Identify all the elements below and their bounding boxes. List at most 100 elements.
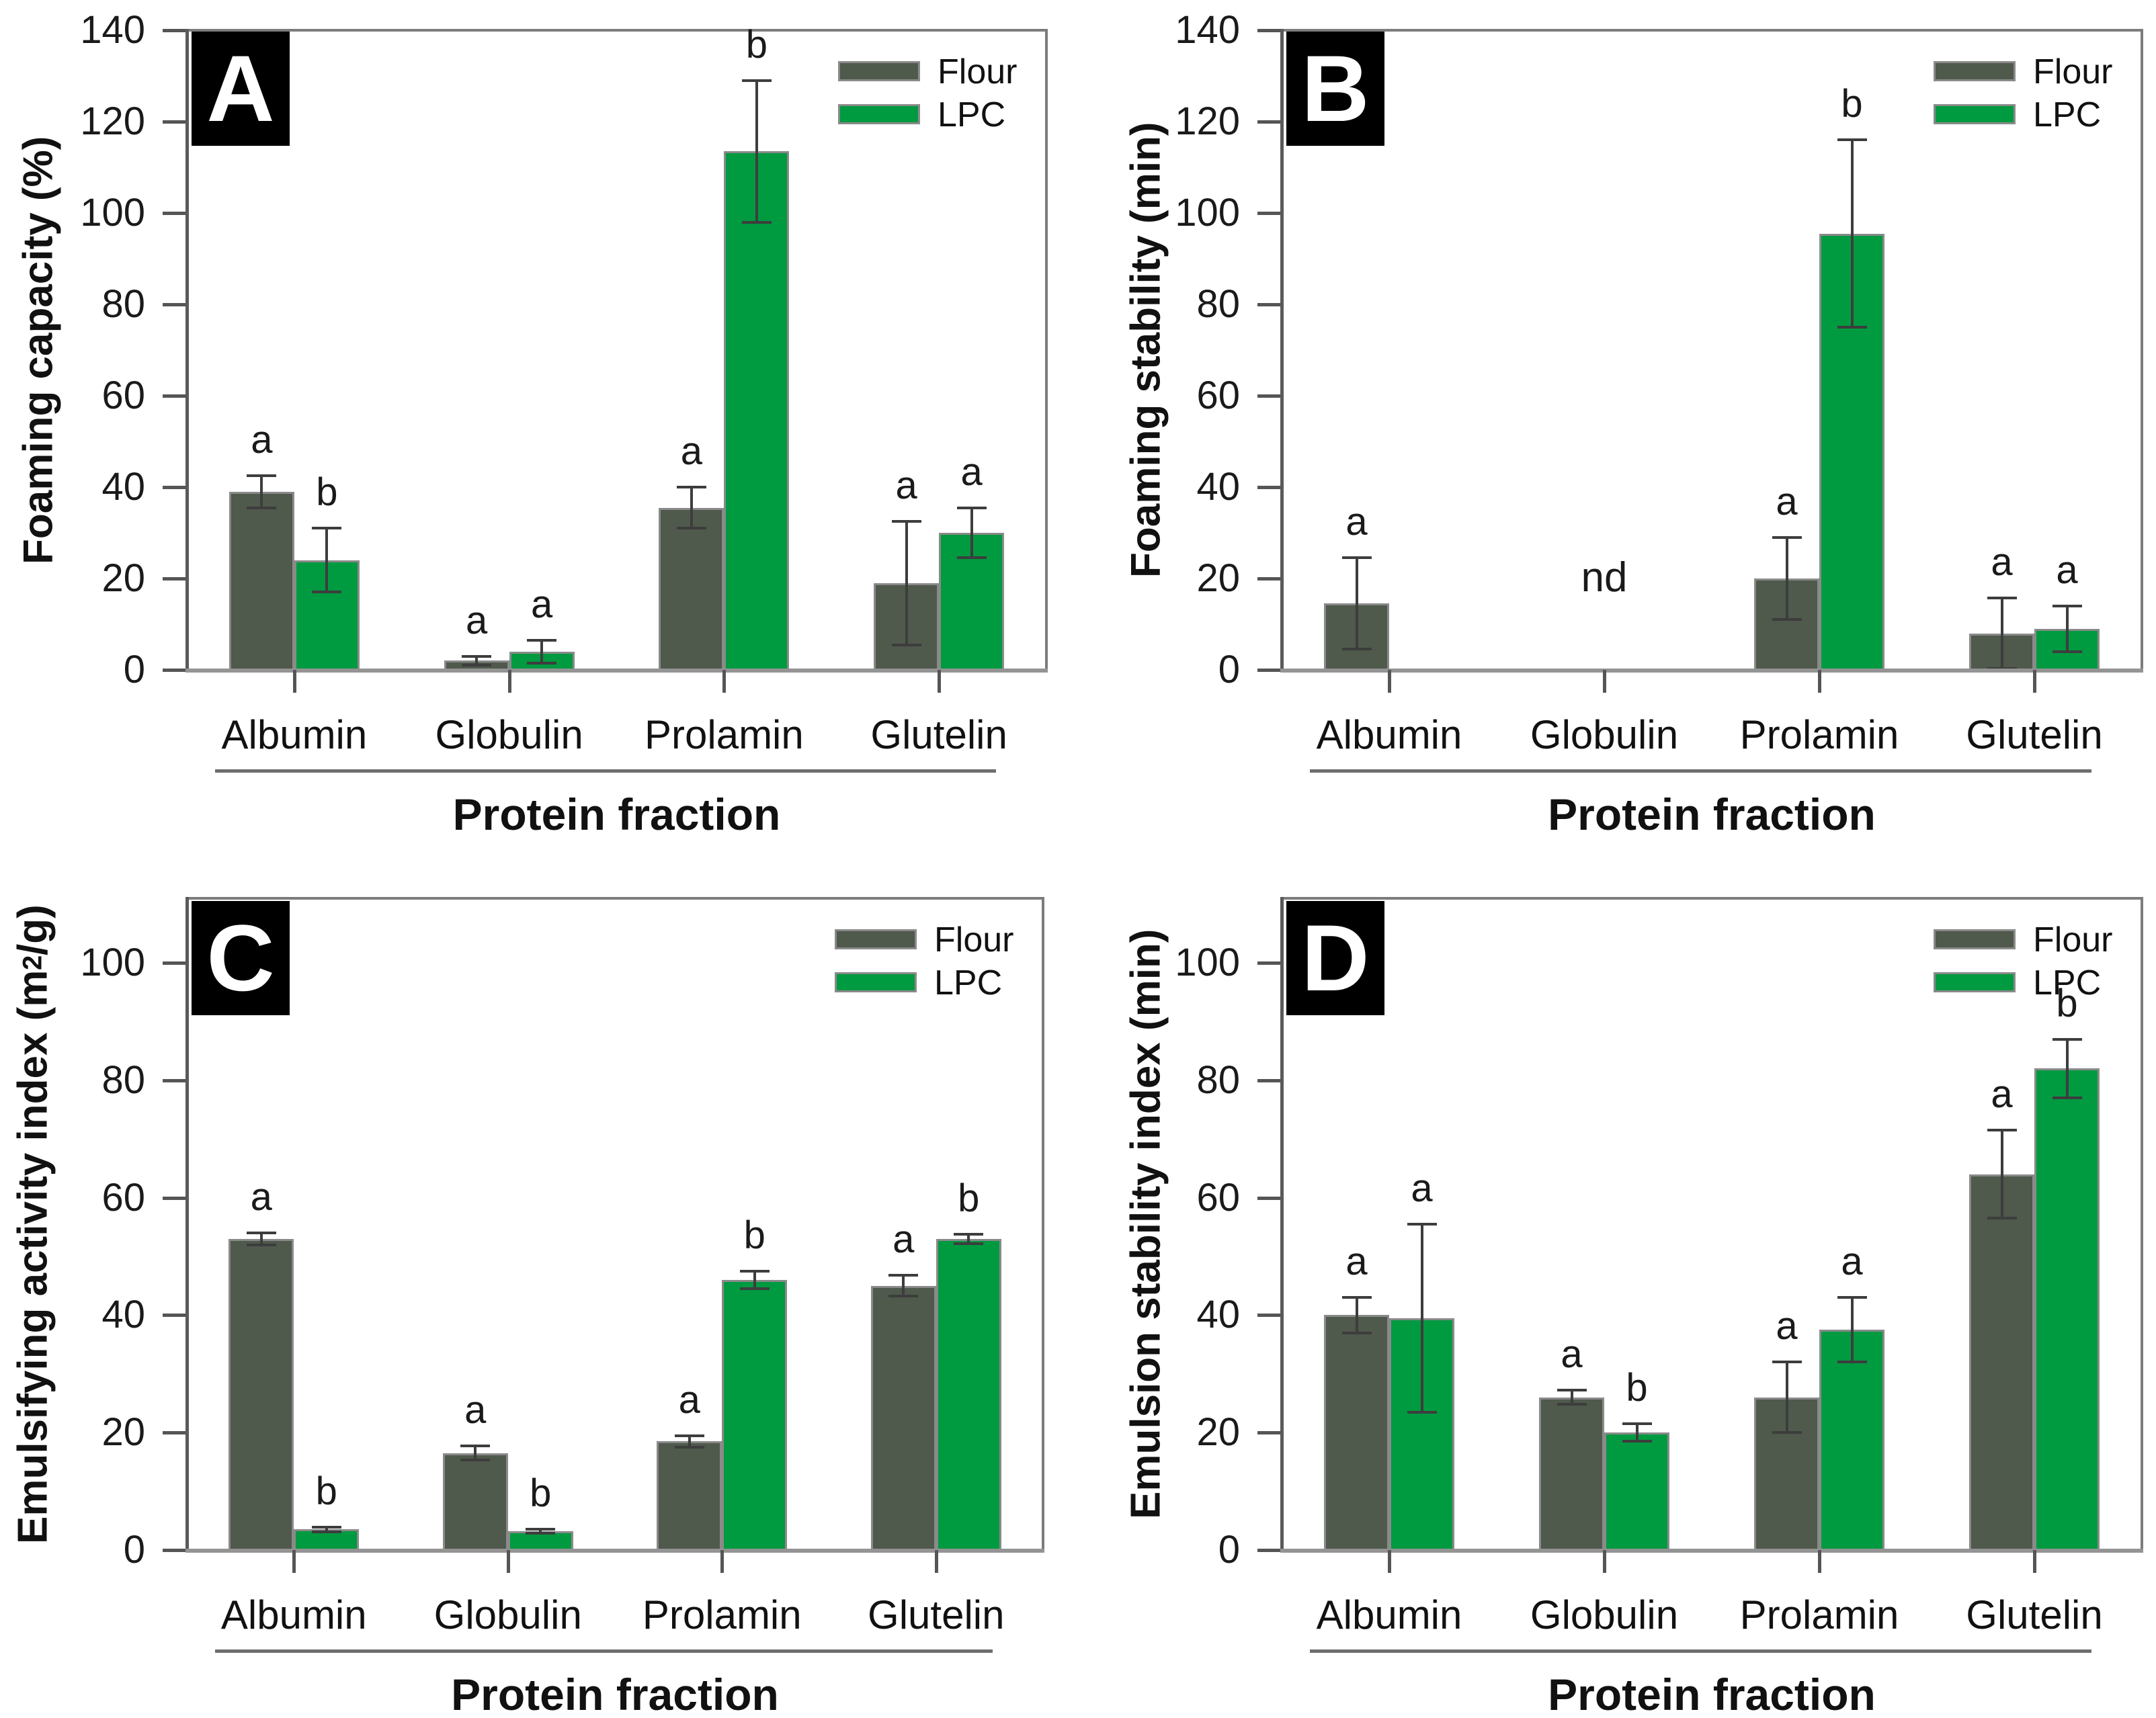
significance-letter: a: [1411, 1166, 1433, 1210]
y-tick-label: 0: [1218, 648, 1240, 691]
error-bar: [325, 1527, 328, 1532]
y-axis-title-segment: Foaming stability (min): [1122, 122, 1169, 578]
y-tick: [163, 577, 187, 581]
bar-lpc-prolamin: [722, 1280, 788, 1550]
x-tick: [506, 1550, 510, 1573]
error-bar-cap: [1622, 1440, 1652, 1443]
x-axis-title: Protein fraction: [1548, 789, 1876, 839]
error-bar-cap: [526, 1531, 556, 1535]
bar-lpc-prolamin: [1819, 1330, 1884, 1550]
significance-letter: a: [1776, 1304, 1798, 1348]
error-bar: [1785, 537, 1788, 620]
x-axis-baseline: [185, 669, 1048, 673]
error-bar-cap: [1341, 556, 1372, 560]
error-bar-cap: [462, 654, 492, 658]
error-bar-cap: [1987, 667, 2017, 670]
significance-letter: b: [316, 470, 338, 515]
x-tick: [2033, 1550, 2036, 1573]
legend-swatch-lpc: [835, 972, 917, 992]
category-label-globulin: Globulin: [1530, 712, 1679, 757]
panel-letter-a: A: [206, 36, 275, 141]
legend-swatch-lpc: [1934, 104, 2016, 124]
error-bar-cap: [2052, 604, 2082, 607]
x-axis-baseline: [1280, 669, 2143, 673]
bar-lpc-prolamin: [724, 151, 790, 670]
category-label-albumin: Albumin: [1316, 712, 1462, 757]
error-bar-cap: [1341, 1331, 1372, 1334]
bar-flour-globulin: [442, 1453, 508, 1550]
panel-letter-box: C: [192, 901, 290, 1015]
error-bar: [475, 656, 479, 666]
significance-letter: b: [2056, 981, 2078, 1025]
error-bar: [2065, 605, 2069, 652]
error-bar-cap: [888, 1274, 919, 1277]
error-bar-cap: [246, 1243, 276, 1246]
significance-letter: b: [958, 1176, 980, 1220]
x-axis-line: [215, 769, 996, 773]
legend-label-lpc: LPC: [938, 95, 1006, 134]
y-tick: [1257, 303, 1282, 306]
error-bar-cap: [1837, 1361, 1867, 1364]
bar-flour-albumin: [1324, 1315, 1389, 1550]
y-tick-label: 60: [1196, 1175, 1240, 1219]
legend-swatch-flour: [1934, 929, 2016, 949]
error-bar: [539, 1529, 542, 1533]
error-bar: [259, 1233, 263, 1245]
error-bar: [688, 1435, 691, 1448]
bar-flour-albumin: [229, 491, 294, 670]
bar-lpc-glutelin: [2034, 1068, 2100, 1550]
legend-swatch-lpc: [1934, 972, 2016, 992]
significance-letter: a: [530, 582, 553, 626]
y-tick: [1257, 1314, 1282, 1318]
significance-letter: a: [1776, 479, 1798, 523]
error-bar-cap: [2052, 650, 2082, 653]
y-tick: [1257, 212, 1282, 215]
bar-flour-prolamin: [657, 1441, 722, 1550]
y-tick: [1257, 120, 1282, 124]
error-bar-cap: [460, 1459, 491, 1462]
panel-letter-c: C: [206, 905, 275, 1011]
error-bar-cap: [1772, 1361, 1802, 1364]
error-bar-cap: [1837, 326, 1867, 329]
error-bar-cap: [1557, 1389, 1587, 1392]
y-tick: [1257, 1078, 1282, 1082]
error-bar-cap: [1837, 1296, 1867, 1299]
bar-flour-glutelin: [1969, 1174, 2034, 1550]
y-tick-label: 140: [80, 8, 145, 52]
error-bar-cap: [739, 1269, 770, 1273]
error-bar-cap: [888, 1295, 919, 1298]
y-axis-line: [1280, 29, 1284, 671]
y-tick-label: 40: [1196, 1293, 1240, 1337]
y-tick-label: 60: [1196, 374, 1240, 417]
legend-swatch-flour: [1934, 61, 2016, 81]
error-bar-cap: [1772, 618, 1802, 621]
error-bar-cap: [312, 527, 342, 530]
error-bar: [2000, 1130, 2003, 1219]
error-bar-cap: [1987, 1129, 2017, 1132]
y-tick-label: 0: [123, 648, 145, 691]
x-tick: [1603, 1550, 1606, 1573]
error-bar-cap: [891, 643, 921, 646]
x-tick: [722, 670, 727, 693]
error-bar-cap: [1987, 597, 2017, 600]
panel-letter-box: D: [1286, 901, 1384, 1015]
error-bar-cap: [527, 661, 557, 664]
x-tick: [1388, 1550, 1391, 1573]
error-bar: [1785, 1362, 1788, 1433]
y-tick-label: 20: [101, 1410, 145, 1455]
y-tick: [1257, 961, 1282, 965]
bar-flour-glutelin: [870, 1285, 936, 1550]
significance-letter: a: [250, 1175, 272, 1219]
significance-letter: b: [745, 22, 768, 67]
significance-letter: a: [1991, 1072, 2013, 1117]
y-axis-title-segment: Emulsifying activity index (m: [9, 970, 56, 1545]
bar-lpc-glutelin: [936, 1238, 1001, 1550]
x-tick: [507, 670, 511, 693]
y-tick: [1257, 577, 1282, 581]
y-tick-label: 100: [1175, 191, 1240, 234]
error-bar-cap: [1341, 1296, 1372, 1299]
significance-letter: a: [1841, 1240, 1863, 1284]
error-bar: [690, 487, 693, 529]
category-label-globulin: Globulin: [435, 712, 583, 757]
y-tick-label: 0: [123, 1528, 145, 1572]
